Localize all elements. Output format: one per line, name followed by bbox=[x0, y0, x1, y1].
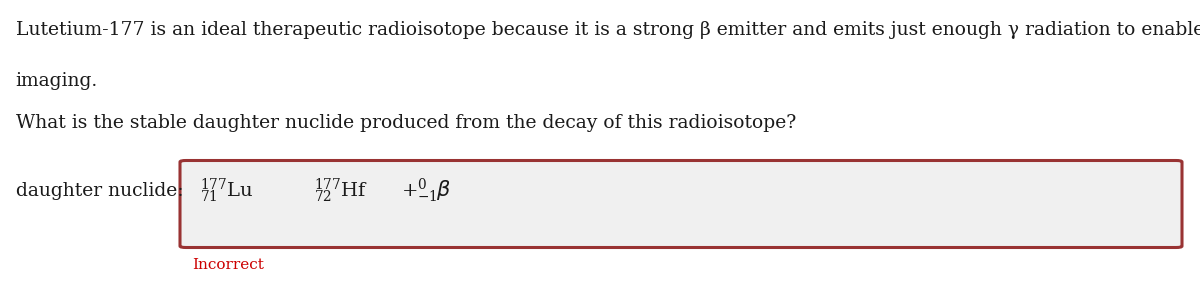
Text: Incorrect: Incorrect bbox=[192, 258, 264, 272]
Text: $\beta$: $\beta$ bbox=[436, 178, 450, 203]
Text: Lutetium-177 is an ideal therapeutic radioisotope because it is a strong β emitt: Lutetium-177 is an ideal therapeutic rad… bbox=[16, 21, 1200, 39]
Text: $\mathregular{^{177}_{72}}$Hf: $\mathregular{^{177}_{72}}$Hf bbox=[314, 176, 368, 205]
Text: What is the stable daughter nuclide produced from the decay of this radioisotope: What is the stable daughter nuclide prod… bbox=[16, 114, 796, 132]
Text: $\mathregular{^{177}_{71}}$Lu: $\mathregular{^{177}_{71}}$Lu bbox=[200, 176, 254, 205]
Text: daughter nuclide:: daughter nuclide: bbox=[16, 182, 184, 200]
Text: +$\mathregular{^{0}_{-1}}$: +$\mathregular{^{0}_{-1}}$ bbox=[401, 176, 438, 205]
Text: imaging.: imaging. bbox=[16, 72, 98, 90]
